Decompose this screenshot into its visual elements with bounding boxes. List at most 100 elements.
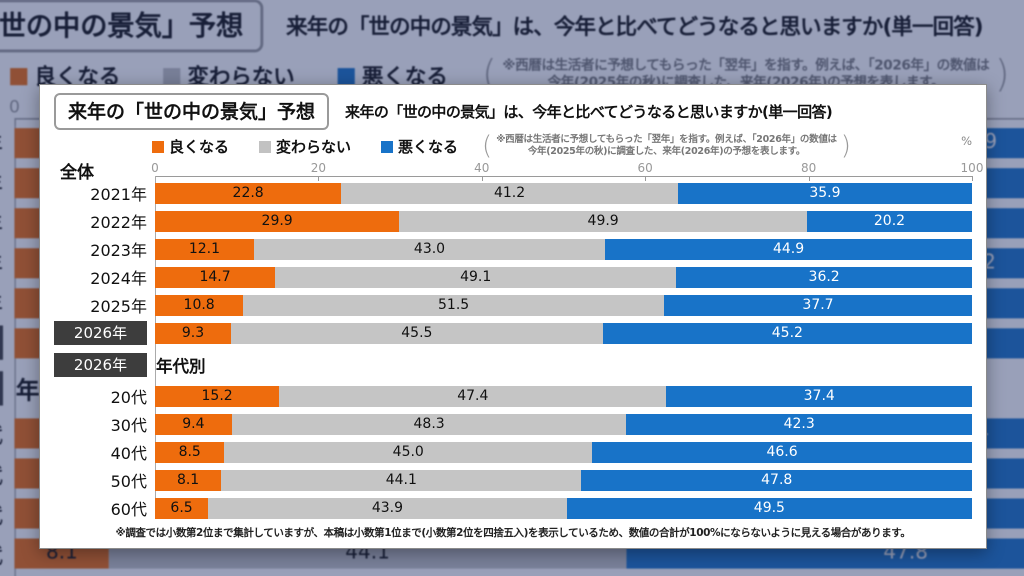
legend-label: 変わらない: [276, 138, 352, 156]
bar-segment-worse: 42.3: [626, 413, 972, 435]
chart-header: 来年の「世の中の景気」予想 来年の「世の中の景気」は、今年と比べてどうなると思い…: [0, 0, 1024, 53]
section-title: 年代別: [156, 357, 206, 376]
bar-segment-better: 9.4: [155, 413, 232, 435]
axis-tick: [481, 176, 483, 181]
section-header: 2026年年代別: [54, 353, 972, 377]
bar-segment-unchanged: 43.9: [208, 497, 567, 519]
axis-tick-label: 60: [637, 161, 653, 175]
legend-item-worse: 悪くなる: [381, 136, 458, 157]
bar-segment-worse: 44.9: [605, 238, 972, 260]
bar-segment-better: 10.8: [155, 294, 244, 316]
axis-tick-label: 0: [151, 161, 159, 175]
bar-row: 60代 6.5 43.9 49.5: [54, 496, 972, 520]
bar-segment-unchanged: 41.2: [341, 182, 678, 204]
axis-tick: [808, 176, 810, 181]
axis-tick-label: 20: [310, 161, 327, 175]
bar-track: 6.5 43.9 49.5: [155, 497, 972, 519]
chart-header: 来年の「世の中の景気」予想 来年の「世の中の景気」は、今年と比べてどうなると思い…: [54, 93, 972, 130]
bar-segment-better: 8.5: [155, 441, 225, 463]
bar-segment-worse: 46.6: [592, 441, 972, 463]
chart-title: 来年の「世の中の景気」予想: [0, 0, 264, 53]
bar-segment-unchanged: 45.5: [230, 322, 603, 344]
legend-row: 良くなる 変わらない 悪くなる ( ※西暦は生活者に予想してもらった「翌年」を指…: [54, 133, 972, 161]
row-label: 20代: [110, 388, 147, 407]
bar-segment-better: 15.2: [155, 385, 280, 407]
legend: 良くなる 変わらない 悪くなる: [152, 133, 458, 157]
x-axis-tick-labels: 0 20 40 60 80 100: [151, 161, 983, 176]
bar-segment-worse: 35.9: [677, 182, 972, 204]
axis-tick-label: 0: [8, 96, 20, 117]
legend-swatch-unchanged-icon: [163, 67, 181, 85]
row-label: 40代: [0, 496, 3, 530]
legend-label: 悪くなる: [398, 138, 459, 156]
bar-segment-unchanged: 44.1: [221, 469, 582, 491]
bracket-right: ): [840, 131, 851, 161]
bar-segment-worse: 49.5: [566, 497, 972, 519]
axis-tick: [645, 176, 647, 181]
legend-swatch-unchanged-icon: [259, 140, 272, 153]
bar-segment-unchanged: 48.3: [231, 413, 627, 435]
bar-track: 8.1 44.1 47.8: [155, 469, 972, 491]
row-label: 2022年: [0, 165, 3, 199]
survey-note: ( ※西暦は生活者に予想してもらった「翌年」を指す。例えば、「2026年」の数値…: [482, 133, 851, 159]
bar-segment-better: 29.9: [155, 210, 400, 232]
note-line-2: 今年(2025年の秋)に調査した、来年(2026年)の予想を表します。: [527, 146, 806, 157]
legend-swatch-worse-icon: [337, 67, 355, 85]
note-line-1: ※西暦は生活者に予想してもらった「翌年」を指す。例えば、「2026年」の数値は: [496, 133, 837, 145]
row-label: 2021年: [0, 125, 3, 159]
axis-tick: [318, 176, 320, 181]
row-label: 2026年: [0, 325, 4, 360]
legend-swatch-better-icon: [152, 140, 164, 153]
bar-segment-worse: 36.2: [676, 266, 972, 288]
group-label-zentai: 全体: [60, 163, 94, 183]
bar-segment-better: 9.3: [155, 322, 231, 344]
bracket-left: (: [482, 131, 493, 161]
bracket-right: ): [995, 53, 1010, 97]
legend-swatch-better-icon: [10, 67, 28, 85]
row-label: 30代: [0, 456, 3, 490]
survey-question: 来年の「世の中の景気」は、今年と比べてどうなると思いますか(単一回答): [286, 13, 983, 40]
chart-title: 来年の「世の中の景気」予想: [54, 93, 330, 130]
row-label: 2024年: [90, 269, 147, 288]
legend-item-better: 良くなる: [152, 136, 229, 157]
bar-segment-worse: 47.8: [581, 469, 972, 491]
row-label: 2023年: [0, 205, 3, 239]
row-label: 2021年: [90, 185, 147, 204]
row-label: 2025年: [0, 285, 3, 319]
axis-tick-label: 40: [474, 161, 490, 175]
row-label: 2022年: [90, 213, 147, 232]
bar-segment-unchanged: 47.4: [279, 385, 667, 407]
bar-segment-unchanged: 49.9: [399, 210, 807, 232]
survey-question: 来年の「世の中の景気」は、今年と比べてどうなると思いますか(単一回答): [345, 103, 833, 121]
legend-swatch-worse-icon: [381, 140, 394, 153]
row-label: 40代: [110, 444, 147, 463]
bar-segment-better: 14.7: [155, 266, 276, 288]
row-label: 2024年: [0, 245, 3, 279]
axis-tick-label: 100: [960, 161, 984, 175]
note-text: ※西暦は生活者に予想してもらった「翌年」を指す。例えば、「2026年」の数値は …: [492, 134, 841, 159]
bar-segment-worse: 45.2: [602, 322, 972, 344]
row-label: 20代: [0, 416, 3, 450]
row-label: 60代: [110, 500, 147, 519]
legend-label: 良くなる: [169, 138, 230, 156]
row-label: 2025年: [90, 297, 147, 316]
note-line-1: ※西暦は生活者に予想してもらった「翌年」を指す。例えば、「2026年」の数値は: [502, 57, 990, 74]
row-label: 2026年: [54, 321, 147, 345]
bar-segment-unchanged: 49.1: [275, 266, 677, 288]
percent-unit-label: %: [961, 134, 972, 148]
row-label: 50代: [110, 472, 147, 491]
